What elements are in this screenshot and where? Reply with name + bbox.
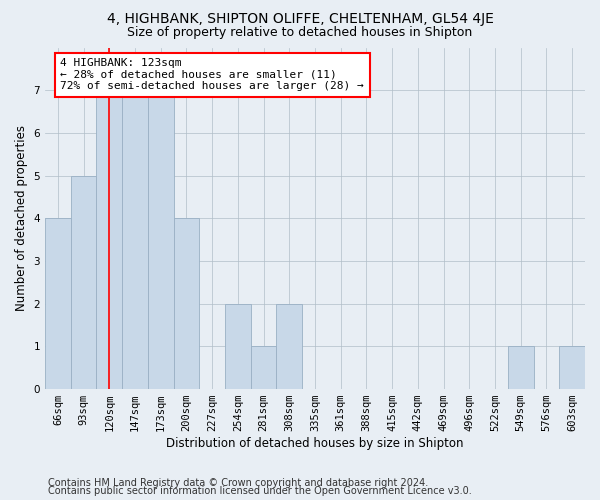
Text: Contains public sector information licensed under the Open Government Licence v3: Contains public sector information licen… bbox=[48, 486, 472, 496]
Y-axis label: Number of detached properties: Number of detached properties bbox=[15, 126, 28, 312]
Text: 4 HIGHBANK: 123sqm
← 28% of detached houses are smaller (11)
72% of semi-detache: 4 HIGHBANK: 123sqm ← 28% of detached hou… bbox=[61, 58, 364, 92]
Bar bbox=[251, 346, 277, 389]
Bar bbox=[508, 346, 533, 389]
Bar bbox=[277, 304, 302, 389]
Text: Size of property relative to detached houses in Shipton: Size of property relative to detached ho… bbox=[127, 26, 473, 39]
Text: Contains HM Land Registry data © Crown copyright and database right 2024.: Contains HM Land Registry data © Crown c… bbox=[48, 478, 428, 488]
Text: 4, HIGHBANK, SHIPTON OLIFFE, CHELTENHAM, GL54 4JE: 4, HIGHBANK, SHIPTON OLIFFE, CHELTENHAM,… bbox=[107, 12, 493, 26]
Bar bbox=[148, 90, 173, 389]
X-axis label: Distribution of detached houses by size in Shipton: Distribution of detached houses by size … bbox=[166, 437, 464, 450]
Bar bbox=[97, 90, 122, 389]
Bar bbox=[225, 304, 251, 389]
Bar bbox=[173, 218, 199, 389]
Bar bbox=[122, 90, 148, 389]
Bar bbox=[71, 176, 97, 389]
Bar bbox=[559, 346, 585, 389]
Bar bbox=[45, 218, 71, 389]
